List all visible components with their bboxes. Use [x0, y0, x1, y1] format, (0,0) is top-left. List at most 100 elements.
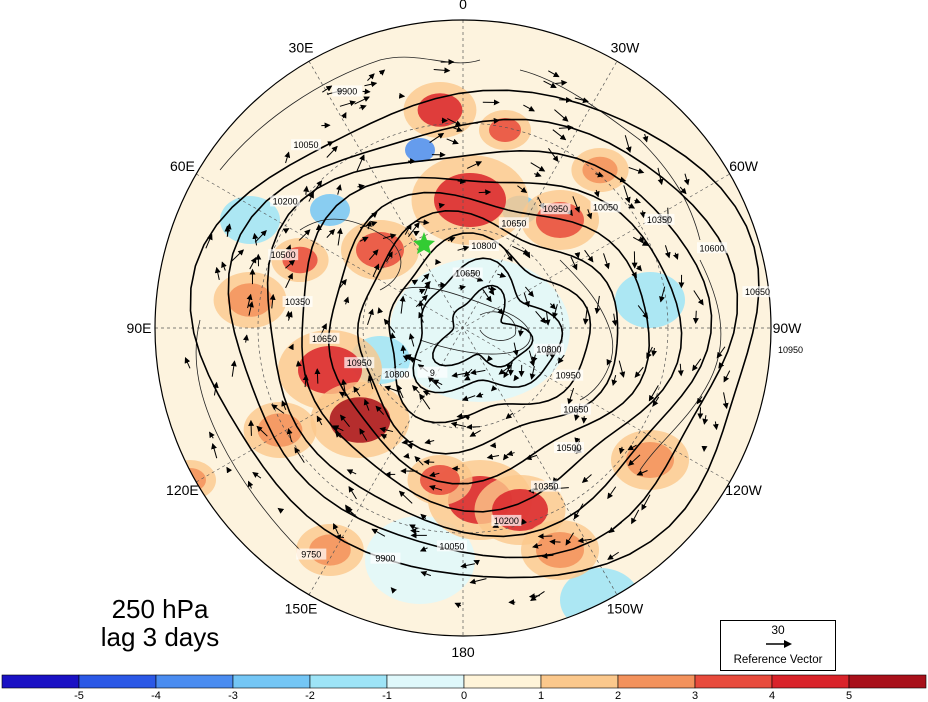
wind-vector	[554, 109, 569, 122]
wind-vector	[205, 233, 213, 249]
wind-vector	[230, 360, 237, 377]
wind-vector	[420, 513, 427, 521]
wind-vector	[572, 196, 580, 213]
wind-vector	[429, 132, 445, 143]
colorbar-segment	[694, 674, 773, 689]
wind-vector	[411, 279, 419, 286]
wind-vector	[419, 546, 428, 552]
wind-vector	[314, 368, 321, 384]
wind-vector	[367, 73, 375, 81]
contour-label-bg	[590, 201, 621, 213]
colorbar-tick-label: 1	[537, 690, 545, 702]
wind-vector	[353, 386, 361, 397]
colorbar-tick-label: 5	[845, 690, 853, 702]
wind-vector	[326, 145, 338, 158]
wind-vector	[412, 230, 420, 237]
wind-vector	[450, 421, 466, 428]
colorbar-tick-label: 2	[614, 690, 622, 702]
wind-vector	[401, 439, 414, 446]
wind-vector	[335, 431, 342, 438]
wind-vector	[379, 426, 394, 433]
wind-vector	[617, 176, 627, 183]
wind-vector	[642, 133, 649, 143]
wind-vector	[451, 371, 470, 378]
wind-vector	[254, 229, 267, 243]
reference-arrow-icon	[766, 640, 792, 648]
wind-vector	[277, 507, 285, 514]
wind-vector	[303, 185, 310, 195]
latitude-circle	[257, 122, 669, 534]
contour-label: 10800	[536, 345, 561, 355]
wind-vector	[567, 387, 575, 405]
wind-vector	[712, 421, 719, 431]
colorbar-tick-label: 0	[460, 690, 468, 702]
wind-vector	[339, 100, 357, 107]
contour-label-bg	[498, 217, 529, 229]
wind-vector	[548, 70, 560, 78]
contour-9900	[412, 257, 564, 394]
wind-vector	[482, 289, 492, 303]
colorbar-segment	[771, 674, 850, 689]
contour-10200	[356, 209, 619, 455]
colorbar-tick-label: -1	[382, 690, 392, 702]
wind-vector	[523, 104, 535, 112]
longitude-label: 30E	[289, 39, 314, 55]
wind-vector	[692, 358, 702, 372]
wind-vector	[419, 393, 431, 410]
wind-vector	[286, 311, 293, 321]
wind-vector	[334, 534, 345, 541]
wind-vector	[447, 236, 456, 243]
wind-vector	[491, 117, 500, 124]
wind-vector	[458, 284, 466, 291]
wind-vector	[722, 392, 729, 410]
wind-vector	[582, 306, 589, 325]
coastline	[195, 319, 301, 551]
wind-vector	[398, 490, 413, 504]
contour-label-bg	[533, 343, 564, 355]
wind-vector	[339, 414, 350, 427]
wind-vector	[548, 148, 559, 163]
longitude-label: 30W	[611, 39, 641, 55]
contour-label-bg	[291, 139, 322, 151]
wind-vector	[421, 273, 430, 283]
wind-vector	[332, 523, 339, 535]
wind-vector	[294, 447, 305, 463]
contour-label: 9750	[301, 550, 321, 560]
contour-label: 10050	[593, 202, 618, 212]
wind-vector	[452, 126, 463, 133]
wind-vector	[632, 236, 649, 246]
contour-label: 10650	[455, 268, 480, 278]
wind-vector	[525, 454, 538, 461]
wind-vector	[603, 253, 610, 270]
positive-anomaly-core	[489, 118, 521, 142]
wind-vector	[326, 228, 336, 238]
wind-vector	[487, 285, 495, 296]
wind-vector	[226, 466, 233, 474]
wind-vector	[247, 301, 254, 316]
positive-anomaly-core	[420, 465, 460, 495]
wind-vector	[573, 503, 584, 520]
wind-vector	[646, 346, 653, 359]
contour-label-bg	[553, 369, 584, 381]
longitude-label: 90E	[127, 320, 152, 336]
wind-vector	[469, 578, 487, 585]
wind-vector	[346, 507, 359, 519]
wind-vector	[570, 256, 578, 271]
negative-anomaly-region	[365, 516, 475, 604]
wind-vector	[414, 455, 424, 466]
positive-anomaly-core	[417, 93, 463, 127]
colorbar-tick-label: -3	[228, 690, 238, 702]
wind-vector	[565, 532, 574, 546]
contour-label-bg	[309, 332, 340, 344]
wind-vector	[512, 342, 519, 357]
wind-vector	[594, 295, 601, 315]
coastline	[479, 311, 517, 341]
contour-labels: 10800 10950 10650 10500 10350 10200 10050 9900 9…	[268, 85, 806, 564]
colorbar-tick-label: 3	[691, 690, 699, 702]
colorbar-segment	[1, 674, 80, 689]
contour-label-bg	[270, 195, 301, 207]
contour-label: 10650	[745, 287, 770, 297]
wind-vector	[463, 414, 471, 421]
colorbar-tick-label: -2	[305, 690, 315, 702]
wind-vector	[664, 245, 671, 259]
